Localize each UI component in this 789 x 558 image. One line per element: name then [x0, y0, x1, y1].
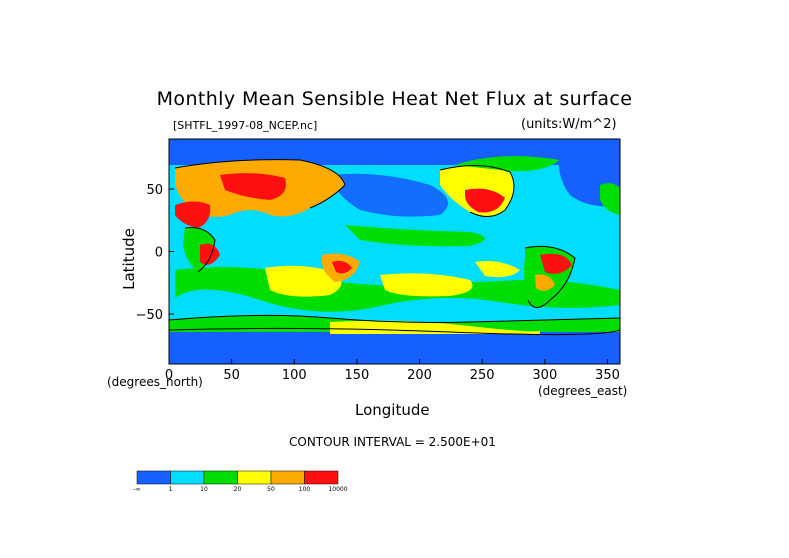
east-pacific-yellow: [475, 261, 520, 278]
contour-line: [439, 164, 515, 217]
australia-red: [332, 260, 352, 274]
x-axis-label: Longitude: [355, 401, 430, 419]
colorbar-label: 50: [267, 486, 275, 493]
contour-line: [524, 245, 576, 308]
pacific-blue: [330, 173, 448, 217]
colorbar-segment: [203, 470, 238, 485]
colorbar-label: -∞: [133, 486, 140, 493]
contour-line: [184, 227, 216, 273]
colorbar-label: 20: [234, 486, 242, 493]
europe-green: [600, 183, 620, 215]
x-tick-label: 100: [282, 368, 307, 383]
colorbar-segment: [136, 470, 171, 485]
contour-line: [174, 159, 346, 209]
colorbar-label: 100: [299, 486, 311, 493]
y-tick-label: −50: [136, 308, 163, 323]
file-label: [SHTFL_1997-08_NCEP.nc]: [173, 119, 318, 132]
sahara-red: [175, 201, 211, 228]
y-axis-ticks: 50 0 −50: [136, 183, 174, 323]
x-axis-ticks: 0 50 100 150 200 250 300 350: [165, 359, 620, 383]
contour-line: [169, 314, 620, 323]
flux-map: [169, 139, 620, 364]
contour-interval-label: CONTOUR INTERVAL = 2.500E+01: [289, 435, 496, 449]
colorbar: -∞ 1 10 20 50 100 10000: [133, 470, 348, 493]
southern-ocean-yellow: [330, 320, 540, 334]
colorbar-label: 1: [169, 486, 173, 493]
south-america-red: [540, 253, 572, 274]
x-tick-label: 300: [532, 368, 557, 383]
canada-green: [455, 156, 560, 172]
y-tick-label: 0: [155, 246, 163, 261]
north-america-red: [465, 188, 505, 213]
pacific-yellow: [380, 273, 473, 297]
x-tick-label: 50: [223, 368, 240, 383]
south-america-orange: [535, 274, 555, 291]
units-label: (units:W/m^2): [521, 117, 617, 132]
x-tick-label: 0: [165, 368, 173, 383]
colorbar-segment: [170, 470, 205, 485]
y-tick-label: 50: [146, 183, 163, 198]
colorbar-segment: [304, 470, 339, 485]
contour-line: [169, 327, 620, 336]
colorbar-label: 10000: [328, 486, 347, 493]
x-tick-label: 350: [595, 368, 620, 383]
asia-red: [220, 173, 286, 200]
x-tick-label: 250: [470, 368, 495, 383]
africa-red: [200, 243, 220, 265]
chart-title: Monthly Mean Sensible Heat Net Flux at s…: [156, 88, 633, 110]
indian-ocean-yellow: [265, 265, 342, 297]
x-tick-label: 150: [345, 368, 370, 383]
colorbar-segment: [270, 470, 305, 485]
x-unit-label: (degrees_north): [107, 375, 203, 389]
colorbar-segment: [237, 470, 272, 485]
x-tick-label: 200: [407, 368, 432, 383]
colorbar-label: 10: [200, 486, 208, 493]
y-unit-label: (degrees_east): [538, 384, 628, 398]
equatorial-green: [345, 225, 485, 247]
